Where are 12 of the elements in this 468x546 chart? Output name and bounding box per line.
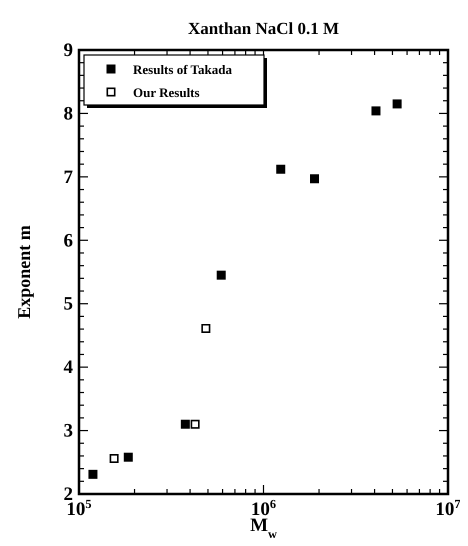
chart-title: Xanthan NaCl 0.1 M (188, 19, 340, 38)
y-axis-title: Exponent m (14, 225, 34, 319)
y-tick-label: 6 (64, 230, 73, 252)
x-tick-label: 10$^{7}$ (435, 497, 461, 520)
legend-label: Results of Takada (133, 62, 232, 77)
legend-label: Our Results (133, 85, 200, 100)
y-tick-label: 5 (64, 294, 73, 315)
y-tick-label: 4 (64, 357, 74, 378)
y-tick-label: 9 (64, 40, 73, 61)
y-tick-label: 8 (64, 103, 73, 124)
y-tick-label: 3 (64, 420, 73, 442)
y-tick-label: 7 (64, 166, 74, 188)
